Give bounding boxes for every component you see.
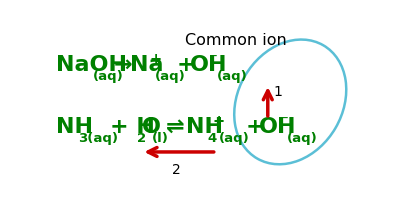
Text: ⁻: ⁻ [210,52,218,67]
Text: 4: 4 [207,132,216,145]
Text: (aq): (aq) [287,132,318,145]
Text: NH: NH [56,117,93,137]
Text: 3(aq): 3(aq) [78,132,118,145]
Text: (aq): (aq) [219,132,250,145]
Text: (aq): (aq) [155,70,185,83]
Text: (aq): (aq) [93,70,123,83]
Text: Common ion: Common ion [185,33,287,48]
Text: +: + [246,117,265,137]
Text: O: O [142,117,160,137]
Text: 1: 1 [273,85,282,99]
Text: 2: 2 [172,163,181,177]
Text: OH: OH [259,117,297,137]
Text: + H: + H [110,117,155,137]
Text: (aq): (aq) [217,70,247,83]
Text: 2: 2 [137,132,146,145]
Text: NH: NH [186,117,223,137]
Text: ⇌: ⇌ [166,117,185,137]
Text: →: → [114,55,132,75]
Text: Na: Na [130,55,163,75]
Text: (l): (l) [152,132,169,145]
Text: +: + [213,114,225,129]
Text: +: + [176,55,195,75]
Text: ⁻: ⁻ [281,114,289,129]
Text: NaOH: NaOH [56,55,127,75]
Text: +: + [149,52,161,67]
Text: OH: OH [190,55,227,75]
